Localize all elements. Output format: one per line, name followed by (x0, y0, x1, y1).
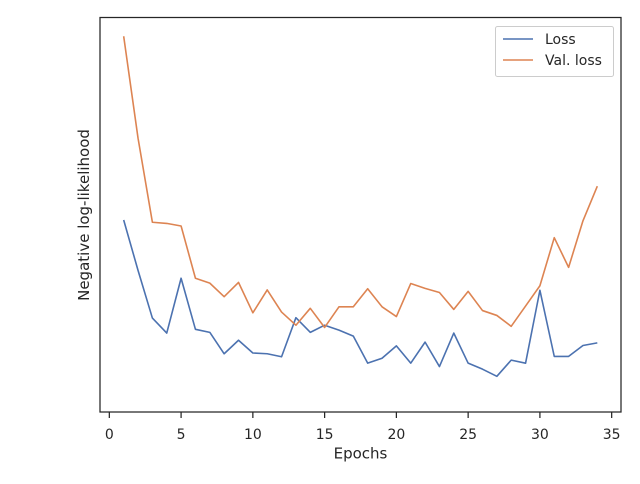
legend: Loss Val. loss (495, 26, 614, 77)
plot-frame (99, 16, 622, 413)
y-axis-label: Negative log-likelihood (75, 129, 93, 301)
series-line-loss (122, 219, 598, 378)
x-tick-label: 20 (387, 427, 405, 443)
x-tick-label: 30 (531, 427, 549, 443)
x-tick-label: 15 (316, 427, 334, 443)
legend-label-val-loss: Val. loss (545, 53, 602, 69)
x-tick-label: 0 (105, 427, 114, 443)
x-tick-label: 5 (177, 427, 186, 443)
x-axis-label: Epochs (334, 445, 388, 463)
x-axis-ticks: 0 5 10 15 20 25 30 35 (105, 412, 621, 443)
x-tick-label: 35 (603, 427, 621, 443)
legend-label-loss: Loss (545, 32, 576, 48)
series-line-val-loss (122, 36, 599, 329)
x-tick-label: 10 (244, 427, 262, 443)
series-lines (122, 36, 599, 378)
x-tick-label: 25 (459, 427, 477, 443)
